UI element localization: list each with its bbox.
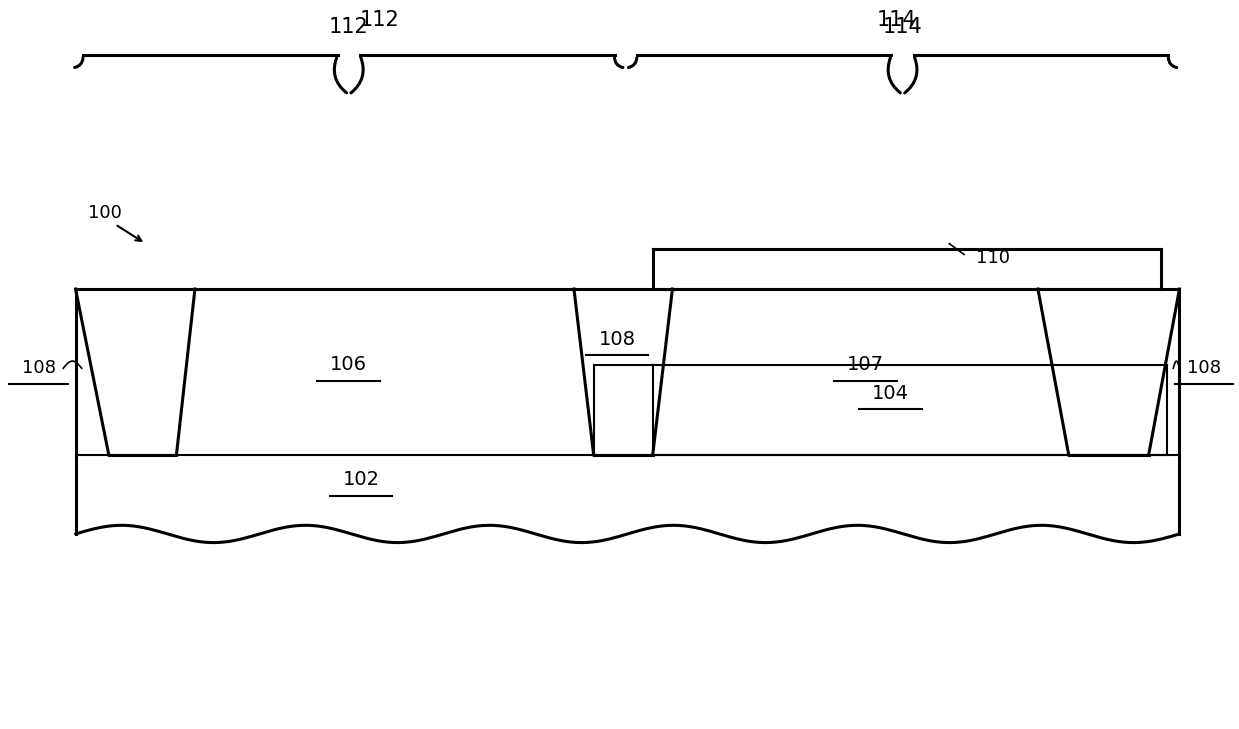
Text: 106: 106 (331, 355, 367, 374)
Text: 112: 112 (328, 17, 369, 37)
Text: 107: 107 (847, 355, 885, 374)
Text: 100: 100 (88, 204, 121, 222)
Text: 108: 108 (21, 359, 56, 378)
Text: 114: 114 (882, 17, 922, 37)
Text: 108: 108 (1187, 359, 1222, 378)
Text: 108: 108 (598, 330, 636, 349)
Text: 104: 104 (872, 384, 908, 403)
Text: 110: 110 (976, 249, 1010, 267)
Text: 102: 102 (342, 470, 379, 489)
Text: 112: 112 (359, 9, 399, 30)
Text: 114: 114 (876, 9, 917, 30)
